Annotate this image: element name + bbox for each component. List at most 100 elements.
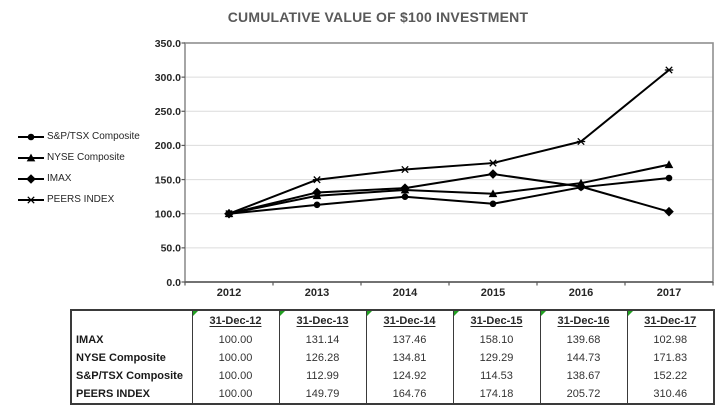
table-row-label: NYSE Composite [70, 349, 193, 367]
asterisk-marker [313, 176, 321, 184]
table-cell: 100.00 [191, 331, 280, 349]
chart-title: CUMULATIVE VALUE OF $100 INVESTMENT [227, 9, 529, 25]
table-cell: 100.00 [191, 367, 280, 385]
legend-item: NYSE Composite [18, 147, 140, 168]
triangle-marker [664, 160, 674, 169]
table-row: IMAX 100.00 131.14 137.46 158.10 139.68 102.98 [70, 331, 715, 349]
table-cell: 137.46 [365, 331, 454, 349]
line-chart: 0.0 50.0 100.0 150.0 200.0 250.0 300.0 350.0 201… [155, 38, 714, 299]
table-cell: 152.22 [626, 367, 715, 385]
table-header-cell: 31-Dec-13 [278, 310, 367, 331]
table-header-label: 31-Dec-12 [209, 315, 262, 327]
table-cell: 129.29 [452, 349, 541, 367]
data-table: 31-Dec-12 31-Dec-13 31-Dec-14 31-Dec-15 31-D… [70, 309, 715, 405]
table-cell: 164.76 [365, 385, 454, 404]
cell-flag-icon [280, 311, 285, 316]
table-row-label: S&P/TSX Composite [70, 367, 193, 385]
series-line-triangle [228, 163, 670, 215]
y-axis-tick-label: 150.0 [155, 174, 181, 186]
series-line-asterisk [228, 69, 670, 215]
table-row: PEERS INDEX 100.00 149.79 164.76 174.18 205.7… [70, 385, 715, 404]
y-axis-tick-label: 100.0 [155, 209, 181, 221]
legend-item: PEERS INDEX [18, 189, 140, 210]
y-axis-tick-label: 250.0 [155, 106, 181, 118]
table-corner-cell [70, 310, 193, 331]
diamond-marker [312, 187, 322, 198]
table-cell: 158.10 [452, 331, 541, 349]
table-cell: 205.72 [539, 385, 628, 404]
table-header-cell: 31-Dec-12 [191, 310, 280, 331]
circle-marker [665, 174, 673, 182]
legend-label: S&P/TSX Composite [47, 131, 140, 142]
legend-label: NYSE Composite [47, 152, 125, 163]
asterisk-marker [401, 165, 409, 174]
triangle-marker [488, 189, 498, 198]
asterisk-marker [665, 66, 673, 74]
triangle-legend-icon [18, 153, 44, 161]
diamond-marker [26, 173, 36, 184]
diamond-legend-icon [18, 173, 44, 184]
y-axis-tick-label: 350.0 [155, 38, 181, 50]
table-header-label: 31-Dec-16 [557, 315, 610, 327]
x-axis-tick-label: 2014 [393, 287, 418, 299]
cell-flag-icon [628, 311, 633, 316]
legend-label: PEERS INDEX [47, 194, 115, 205]
triangle-marker [26, 153, 36, 161]
table-header-label: 31-Dec-15 [470, 315, 523, 327]
table-cell: 124.92 [365, 367, 454, 385]
table-header-label: 31-Dec-14 [383, 315, 436, 327]
circle-marker [401, 193, 409, 200]
table-cell: 310.46 [626, 385, 715, 404]
table-header-cell: 31-Dec-14 [365, 310, 454, 331]
circle-marker [27, 133, 35, 140]
table-row-label: PEERS INDEX [70, 385, 193, 404]
cell-flag-icon [541, 311, 546, 316]
diamond-marker [664, 206, 674, 217]
cell-flag-icon [367, 311, 372, 316]
table-header-row: 31-Dec-12 31-Dec-13 31-Dec-14 31-Dec-15 31-D… [70, 310, 715, 331]
table-cell: 171.83 [626, 349, 715, 367]
table-cell: 149.79 [278, 385, 367, 404]
cell-flag-icon [193, 311, 198, 316]
table-cell: 126.28 [278, 349, 367, 367]
chart-legend: S&P/TSX Composite NYSE Composite IMAX PEERS… [18, 126, 140, 210]
x-axis-tick-label: 2017 [657, 287, 681, 299]
asterisk-legend-icon [18, 195, 44, 204]
series-line-circle [228, 177, 670, 215]
legend-label: IMAX [47, 173, 72, 184]
diamond-marker [400, 183, 410, 193]
table-header-cell: 31-Dec-15 [452, 310, 541, 331]
diamond-marker [576, 181, 586, 192]
table-cell: 112.99 [278, 367, 367, 385]
table-cell: 174.18 [452, 385, 541, 404]
table-cell: 114.53 [452, 367, 541, 385]
circle-marker [489, 200, 497, 208]
legend-item: S&P/TSX Composite [18, 126, 140, 147]
y-axis-tick-label: 50.0 [161, 243, 182, 255]
table-cell: 100.00 [191, 349, 280, 367]
table-row: S&P/TSX Composite 100.00 112.99 124.92 114.5… [70, 367, 715, 385]
x-axis-tick-label: 2015 [481, 287, 505, 299]
table-cell: 144.73 [539, 349, 628, 367]
table-cell: 139.68 [539, 331, 628, 349]
x-axis-tick-label: 2012 [217, 287, 241, 299]
table-header-cell: 31-Dec-16 [539, 310, 628, 331]
asterisk-marker [27, 195, 35, 204]
table-header-cell: 31-Dec-17 [626, 310, 715, 331]
x-axis-tick-label: 2013 [305, 287, 329, 299]
x-axis-tick-label: 2016 [569, 287, 593, 299]
table-cell: 138.67 [539, 367, 628, 385]
table-row-label: IMAX [70, 331, 193, 349]
table-cell: 131.14 [278, 331, 367, 349]
table-row: NYSE Composite 100.00 126.28 134.81 129.29 14… [70, 349, 715, 367]
circle-marker [313, 201, 321, 209]
table-cell: 134.81 [365, 349, 454, 367]
cell-flag-icon [454, 311, 459, 316]
table-cell: 102.98 [626, 331, 715, 349]
y-axis-tick-label: 300.0 [155, 72, 181, 84]
asterisk-marker [489, 159, 497, 167]
diamond-marker [488, 169, 498, 179]
table-header-label: 31-Dec-13 [296, 315, 349, 327]
series-line-diamond [228, 173, 670, 215]
